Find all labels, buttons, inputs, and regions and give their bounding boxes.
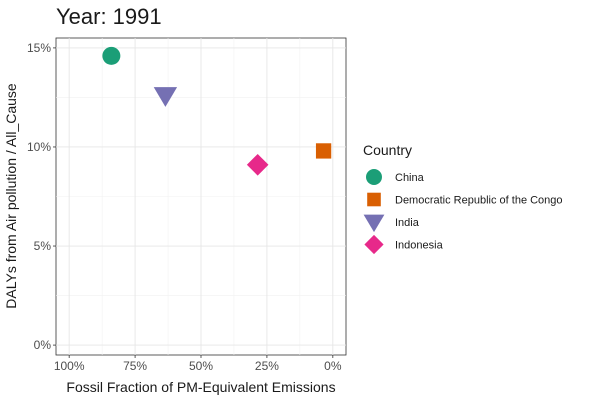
y-tick-label: 0% [34, 338, 52, 352]
legend-title: Country [363, 142, 412, 158]
legend-label-democratic-republic-of-the-congo: Democratic Republic of the Congo [395, 195, 563, 207]
plot-area [55, 37, 347, 356]
x-tick-label: 75% [123, 359, 147, 373]
legend-key-indonesia [364, 234, 384, 255]
x-tick-label: 100% [54, 359, 85, 373]
y-tick-label: 5% [34, 239, 52, 253]
point-india [153, 87, 178, 107]
y-axis: 0% 5% 10% 15% [27, 41, 56, 352]
legend-key-india [363, 214, 385, 233]
y-axis-title: DALYs from Air pollution / All_Cause [3, 83, 19, 309]
y-tick-label: 15% [27, 41, 51, 55]
grid-major [56, 38, 346, 355]
x-tick-label: 25% [255, 359, 279, 373]
legend-key-china [366, 169, 382, 185]
point-china [102, 46, 121, 65]
legend-label-china: China [395, 172, 425, 184]
legend-label-india: India [395, 217, 420, 229]
legend-items: China Democratic Republic of the Congo Ind… [363, 169, 563, 255]
legend: Country China Democratic Republic of the … [363, 142, 563, 255]
y-tick-label: 10% [27, 140, 51, 154]
legend-key-democratic-republic-of-the-congo [367, 192, 381, 207]
point-indonesia [246, 154, 269, 176]
x-axis-title: Fossil Fraction of PM-Equivalent Emissio… [66, 379, 335, 395]
x-tick-label: 50% [189, 359, 213, 373]
data-points [102, 46, 332, 176]
x-axis: 100% 75% 50% 25% 0% [54, 355, 342, 373]
x-tick-label: 0% [324, 359, 342, 373]
point-democratic-republic-of-the-congo [315, 143, 332, 159]
legend-label-indonesia: Indonesia [395, 240, 444, 252]
chart-title: Year: 1991 [56, 4, 162, 29]
